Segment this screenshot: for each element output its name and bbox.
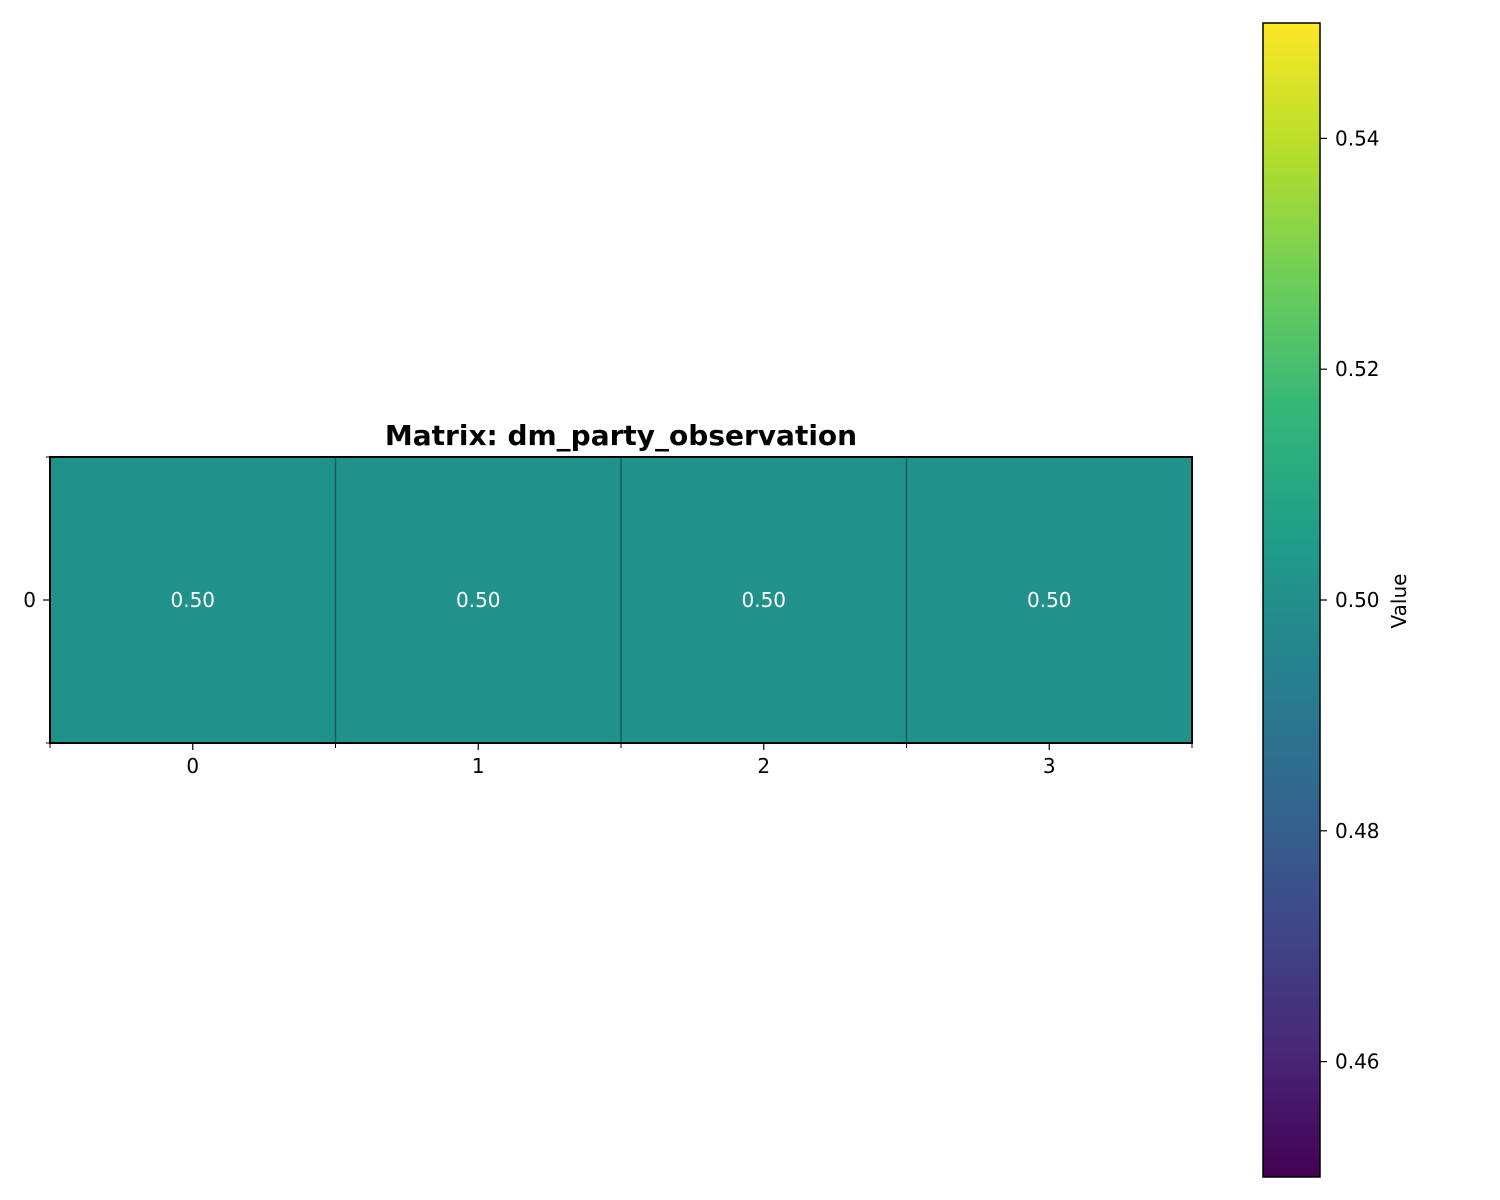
colorbar-tick-label-0: 0.46 — [1335, 1050, 1380, 1074]
x-axis-ticks: 0 1 2 3 — [49, 743, 1193, 778]
heatmap-cell-r0-c2 — [621, 457, 907, 743]
colorbar-tick-label-2: 0.50 — [1335, 588, 1380, 612]
heatmap-cell-r0-c1 — [335, 457, 621, 743]
cell-label-r0-c2: 0.50 — [741, 588, 786, 612]
colorbar-ticks: 0.46 0.48 0.50 0.52 0.54 — [1320, 126, 1380, 1074]
colorbar: 0.46 0.48 0.50 0.52 0.54 Value — [1262, 22, 1411, 1178]
colorbar-tick-label-1: 0.48 — [1335, 819, 1380, 843]
heatmap-cell-r0-c3 — [906, 457, 1192, 743]
x-tick-label-1: 1 — [472, 754, 485, 778]
colorbar-tick-label-4: 0.54 — [1335, 126, 1380, 150]
y-tick-label-0: 0 — [23, 588, 36, 612]
cell-label-r0-c3: 0.50 — [1027, 588, 1072, 612]
y-axis-ticks: 0 — [23, 456, 50, 744]
x-tick-label-0: 0 — [186, 754, 199, 778]
colorbar-label: Value — [1387, 574, 1411, 629]
cell-label-r0-c1: 0.50 — [456, 588, 501, 612]
x-tick-label-3: 3 — [1043, 754, 1056, 778]
heatmap-grid — [334, 457, 908, 743]
heatmap-cell-r0-c0 — [50, 457, 336, 743]
cell-labels: 0.50 0.50 0.50 0.50 — [170, 588, 1071, 612]
x-tick-label-2: 2 — [757, 754, 770, 778]
colorbar-gradient — [1262, 22, 1321, 1178]
chart-title: Matrix: dm_party_observation — [385, 419, 857, 452]
cell-label-r0-c0: 0.50 — [170, 588, 215, 612]
heatmap-cells — [50, 457, 1192, 743]
colorbar-tick-label-3: 0.52 — [1335, 357, 1380, 381]
